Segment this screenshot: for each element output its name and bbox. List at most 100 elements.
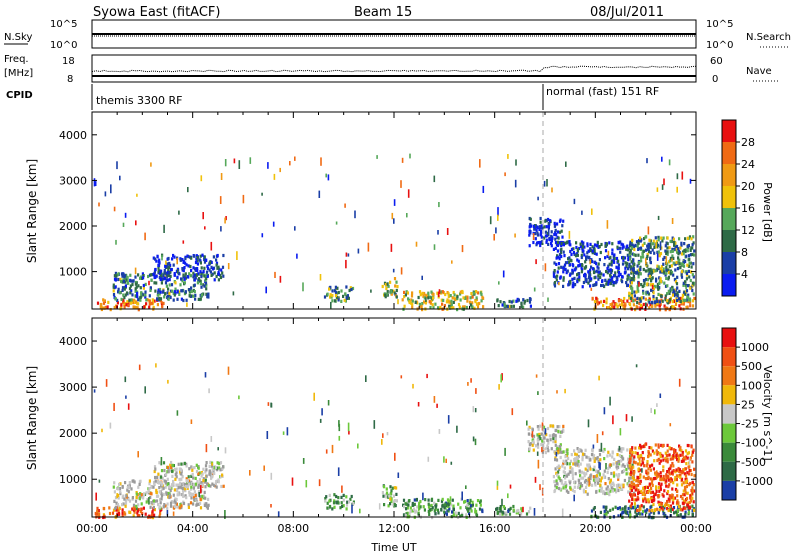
data-cell bbox=[665, 251, 668, 255]
data-cell bbox=[495, 507, 498, 511]
data-cell bbox=[641, 512, 644, 516]
data-cell bbox=[193, 278, 196, 282]
data-cell bbox=[168, 283, 171, 287]
data-cell bbox=[606, 470, 609, 475]
data-cell bbox=[533, 227, 536, 231]
data-cell bbox=[534, 476, 537, 483]
data-cell bbox=[194, 260, 198, 265]
data-cell bbox=[542, 434, 545, 438]
data-cell bbox=[630, 246, 634, 250]
data-cell bbox=[643, 281, 646, 285]
data-cell bbox=[662, 267, 665, 271]
y-tick-label: 2000 bbox=[59, 427, 87, 440]
data-cell bbox=[630, 502, 633, 506]
data-cell bbox=[639, 267, 642, 271]
data-cell bbox=[547, 226, 550, 230]
data-cell bbox=[654, 443, 657, 447]
data-cell bbox=[640, 489, 643, 493]
data-cell bbox=[611, 276, 614, 280]
data-cell bbox=[466, 503, 469, 507]
data-cell bbox=[588, 465, 591, 469]
data-cell bbox=[634, 270, 637, 275]
data-cell bbox=[574, 254, 578, 258]
data-cell bbox=[414, 300, 417, 304]
data-cell bbox=[658, 276, 661, 280]
data-cell bbox=[690, 472, 693, 477]
data-cell bbox=[209, 484, 212, 488]
data-cell bbox=[621, 507, 624, 511]
data-cell bbox=[646, 490, 649, 494]
data-cell bbox=[672, 506, 676, 510]
data-cell bbox=[669, 259, 672, 263]
data-cell bbox=[191, 472, 194, 476]
data-cell bbox=[141, 511, 144, 515]
data-cell bbox=[167, 262, 170, 266]
data-cell bbox=[427, 291, 430, 295]
data-cell bbox=[548, 237, 551, 242]
data-cell bbox=[592, 444, 595, 449]
data-cell bbox=[571, 476, 575, 480]
data-cell bbox=[593, 243, 597, 247]
data-cell bbox=[489, 216, 492, 225]
data-cell bbox=[667, 497, 670, 501]
data-cell bbox=[580, 255, 583, 260]
data-cell bbox=[668, 264, 671, 268]
data-cell bbox=[344, 292, 347, 296]
data-cell bbox=[629, 265, 633, 269]
data-cell bbox=[667, 268, 670, 272]
data-cell bbox=[470, 292, 473, 296]
data-cell bbox=[187, 264, 190, 268]
data-cell bbox=[646, 508, 649, 512]
data-cell bbox=[620, 275, 624, 279]
data-cell bbox=[178, 477, 181, 482]
data-cell bbox=[115, 239, 117, 245]
data-cell bbox=[631, 287, 634, 291]
data-cell bbox=[328, 493, 331, 497]
data-cell bbox=[637, 289, 640, 293]
data-cell bbox=[330, 301, 332, 309]
data-cell bbox=[180, 472, 183, 476]
data-cell bbox=[576, 447, 579, 451]
data-cell bbox=[201, 481, 204, 485]
data-cell bbox=[649, 267, 652, 271]
data-cell bbox=[620, 459, 623, 463]
data-cell bbox=[666, 449, 669, 453]
data-cell bbox=[611, 450, 614, 454]
data-cell bbox=[496, 299, 499, 303]
data-cell bbox=[640, 463, 643, 467]
data-cell bbox=[662, 505, 665, 509]
data-cell bbox=[151, 510, 154, 514]
data-cell bbox=[182, 494, 185, 498]
data-cell bbox=[639, 299, 642, 303]
data-cell bbox=[531, 431, 534, 438]
data-cell bbox=[590, 277, 593, 281]
data-cell bbox=[535, 228, 538, 232]
data-cell bbox=[180, 289, 183, 293]
data-cell bbox=[183, 277, 186, 281]
data-cell bbox=[479, 499, 482, 503]
data-cell bbox=[215, 480, 218, 484]
data-cell bbox=[208, 464, 211, 468]
data-cell bbox=[617, 514, 620, 518]
data-cell bbox=[685, 271, 689, 275]
data-cell bbox=[461, 305, 465, 309]
data-cell bbox=[666, 443, 669, 447]
data-cell bbox=[638, 268, 641, 272]
data-cell bbox=[509, 484, 512, 489]
data-cell bbox=[598, 489, 601, 493]
data-cell bbox=[124, 274, 127, 278]
data-cell bbox=[668, 494, 671, 498]
data-cell bbox=[629, 267, 632, 271]
data-cell bbox=[205, 283, 208, 287]
data-cell bbox=[579, 474, 582, 478]
data-cell bbox=[657, 215, 660, 220]
data-cell bbox=[174, 473, 177, 477]
data-cell bbox=[649, 490, 653, 495]
data-cell bbox=[616, 485, 619, 489]
x-tick-label: 08:00 bbox=[277, 522, 309, 535]
data-cell bbox=[472, 436, 475, 442]
data-cell bbox=[501, 373, 503, 381]
data-cell bbox=[125, 303, 128, 307]
data-cell bbox=[547, 242, 550, 246]
data-cell bbox=[675, 455, 678, 459]
